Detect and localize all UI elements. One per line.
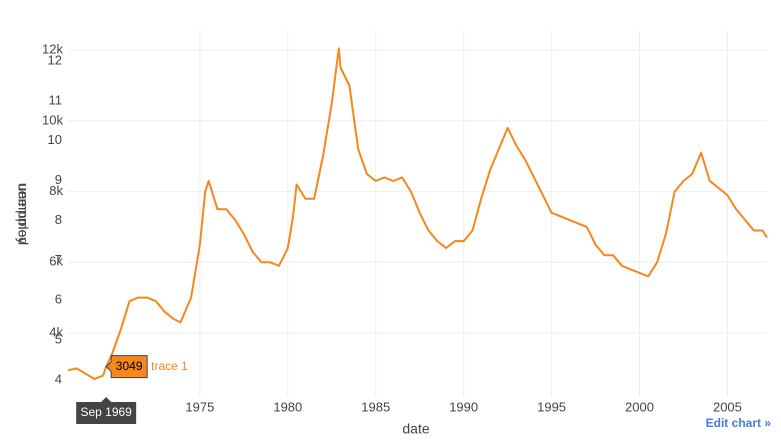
y2-tick-label: 9 bbox=[55, 172, 62, 187]
line bbox=[67, 47, 768, 380]
x-tick-label: 1985 bbox=[361, 399, 390, 414]
hover-trace-name: trace 1 bbox=[151, 359, 188, 373]
x-tick-label: 2000 bbox=[625, 399, 654, 414]
hover-x-label: Sep 1969 bbox=[80, 405, 132, 419]
y2-tick-label: 7 bbox=[55, 252, 62, 267]
y-tick-label: 10k bbox=[42, 112, 63, 127]
hover-x-arrow bbox=[101, 397, 112, 402]
y2-tick-label: 10 bbox=[48, 132, 62, 147]
grid bbox=[68, 30, 767, 397]
hover-value-box bbox=[105, 355, 148, 379]
x-tick-label: 1990 bbox=[449, 399, 478, 414]
y-axis-title: unemploy bbox=[15, 184, 31, 245]
y-tick-label: 8k bbox=[49, 183, 63, 198]
y2-axis-title: uempmed bbox=[15, 183, 31, 245]
y-tick-label: 6k bbox=[49, 254, 63, 269]
x-tick-label: 1980 bbox=[273, 399, 302, 414]
y-tick-label: 12k bbox=[42, 42, 63, 57]
x-tick-label: 1995 bbox=[537, 399, 566, 414]
edit-chart-link[interactable]: Edit chart » bbox=[706, 416, 772, 430]
x-tick-label: 2005 bbox=[713, 399, 742, 414]
y-tick-label: 4k bbox=[49, 324, 63, 339]
y2-tick-label: 12 bbox=[48, 53, 62, 68]
x-tick-label: 1975 bbox=[185, 399, 214, 414]
y2-tick-label: 11 bbox=[49, 92, 63, 107]
hover-x-box bbox=[76, 402, 137, 424]
y2-tick-label: 6 bbox=[55, 292, 62, 307]
hover-value: 3049 bbox=[116, 359, 143, 373]
y2-tick-label: 4 bbox=[55, 371, 62, 386]
y2-tick-label: 5 bbox=[55, 331, 62, 346]
y2-tick-label: 8 bbox=[55, 212, 62, 227]
x-axis-title: date bbox=[402, 421, 429, 437]
